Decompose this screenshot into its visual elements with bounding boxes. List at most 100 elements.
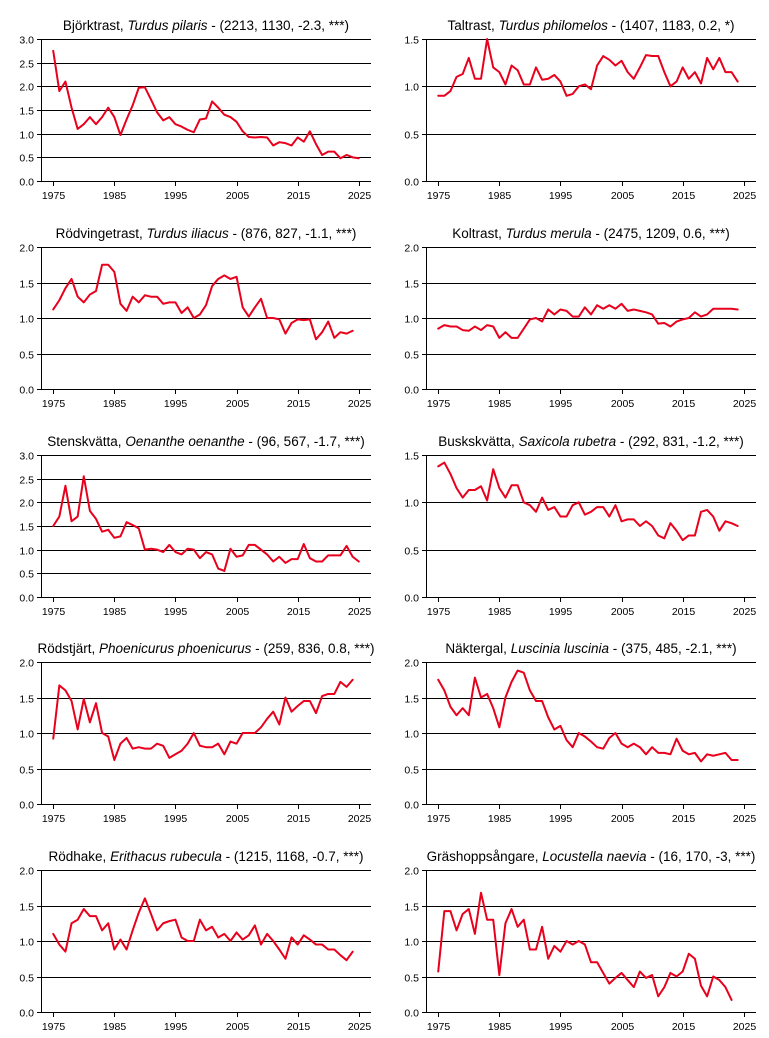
title-latin: Saxicola rubetra	[519, 434, 617, 449]
x-tick-label: 2015	[287, 606, 311, 618]
x-tick-label: 1975	[42, 606, 66, 618]
x-tick-label: 1985	[488, 813, 512, 825]
y-tick-label: 1.0	[404, 937, 419, 949]
y-tick-label: 0.5	[404, 765, 419, 777]
x-tick-label: 2015	[287, 1021, 311, 1033]
title-latin: Turdus merula	[506, 226, 593, 241]
x-tick-label: 1975	[427, 606, 451, 618]
x-tick-label: 2015	[672, 1021, 696, 1033]
x-tick-label: 2005	[226, 1021, 250, 1033]
y-tick-label: 2.5	[19, 475, 34, 487]
y-tick-label: 2.0	[404, 658, 419, 670]
x-tick-label: 1985	[103, 190, 127, 202]
series-line	[437, 302, 739, 339]
y-tick-label: 3.0	[19, 451, 34, 463]
title-stats: - (1407, 1183, 0.2, *)	[608, 18, 735, 33]
title-latin: Turdus iliacus	[146, 226, 229, 241]
series-line	[437, 461, 739, 542]
y-tick-label: 0.0	[404, 1008, 419, 1020]
chart-6: Buskskvätta, Saxicola rubetra - (292, 83…	[404, 434, 756, 618]
y-tick-label: 0.0	[19, 385, 34, 397]
title-stats: - (2213, 1130, -2.3, ***)	[207, 18, 349, 33]
x-tick-label: 2025	[348, 606, 372, 618]
chart-title: Stenskvätta, Oenanthe oenanthe - (96, 56…	[47, 434, 364, 449]
y-tick-label: 1.0	[404, 729, 419, 741]
y-tick-label: 1.0	[19, 729, 34, 741]
x-tick-label: 1985	[488, 398, 512, 410]
chart-3: Rödvingetrast, Turdus iliacus - (876, 82…	[19, 226, 371, 410]
title-stats: - (16, 170, -3, ***)	[647, 849, 756, 864]
y-tick-label: 2.5	[19, 59, 34, 71]
x-tick-label: 1985	[488, 1021, 512, 1033]
x-tick-label: 1975	[427, 813, 451, 825]
y-tick-label: 2.0	[19, 243, 34, 255]
x-tick-label: 2015	[287, 813, 311, 825]
chart-1: Björktrast, Turdus pilaris - (2213, 1130…	[19, 18, 371, 202]
y-tick-label: 0.0	[404, 385, 419, 397]
y-tick-label: 2.0	[404, 243, 419, 255]
title-stats: - (375, 485, -2.1, ***)	[609, 641, 737, 656]
y-tick-label: 0.5	[19, 973, 34, 985]
title-species: Gräshoppsångare,	[427, 849, 543, 864]
title-stats: - (876, 827, -1.1, ***)	[229, 226, 357, 241]
x-tick-label: 2025	[348, 398, 372, 410]
title-latin: Luscinia luscinia	[511, 641, 610, 656]
chart-title: Gräshoppsångare, Locustella naevia - (16…	[427, 849, 756, 864]
y-tick-label: 1.0	[404, 314, 419, 326]
x-tick-label: 2005	[226, 813, 250, 825]
chart-title: Koltrast, Turdus merula - (2475, 1209, 0…	[452, 226, 729, 241]
x-tick-label: 1975	[42, 190, 66, 202]
chart-title: Taltrast, Turdus philomelos - (1407, 118…	[448, 18, 735, 33]
series-line	[437, 891, 733, 1001]
y-tick-label: 0.5	[19, 153, 34, 165]
title-species: Näktergal,	[445, 641, 510, 656]
x-tick-label: 2015	[287, 190, 311, 202]
y-tick-label: 0.5	[19, 569, 34, 581]
y-tick-label: 0.0	[19, 800, 34, 812]
x-tick-label: 2015	[287, 398, 311, 410]
chart-10: Gräshoppsångare, Locustella naevia - (16…	[404, 849, 756, 1033]
x-tick-label: 2025	[348, 1021, 372, 1033]
chart-8: Näktergal, Luscinia luscinia - (375, 485…	[404, 641, 756, 825]
y-tick-label: 1.0	[19, 937, 34, 949]
x-tick-label: 2005	[611, 606, 635, 618]
x-tick-label: 1975	[427, 398, 451, 410]
x-tick-label: 1975	[427, 190, 451, 202]
title-species: Buskskvätta,	[438, 434, 518, 449]
y-tick-label: 0.5	[19, 350, 34, 362]
y-tick-label: 1.5	[19, 522, 34, 534]
x-tick-label: 2025	[348, 190, 372, 202]
title-stats: - (259, 836, 0.8, ***)	[251, 641, 374, 656]
title-latin: Locustella naevia	[542, 849, 647, 864]
chart-5: Stenskvätta, Oenanthe oenanthe - (96, 56…	[19, 434, 371, 618]
x-tick-label: 2005	[611, 398, 635, 410]
chart-7: Rödstjärt, Phoenicurus phoenicurus - (25…	[19, 641, 374, 825]
y-tick-label: 0.0	[404, 177, 419, 189]
x-tick-label: 2025	[348, 813, 372, 825]
y-tick-label: 1.0	[404, 498, 419, 510]
x-tick-label: 1975	[42, 398, 66, 410]
y-tick-label: 1.5	[19, 279, 34, 291]
x-tick-label: 2015	[672, 813, 696, 825]
y-tick-label: 1.0	[19, 130, 34, 142]
title-latin: Turdus pilaris	[127, 18, 207, 33]
x-tick-label: 2015	[672, 398, 696, 410]
title-species: Koltrast,	[452, 226, 505, 241]
title-species: Björktrast,	[63, 18, 128, 33]
x-tick-label: 2005	[226, 398, 250, 410]
y-tick-label: 1.5	[19, 106, 34, 118]
title-stats: - (292, 831, -1.2, ***)	[616, 434, 744, 449]
y-tick-label: 2.0	[404, 866, 419, 878]
x-tick-label: 2025	[733, 1021, 757, 1033]
y-tick-label: 0.5	[19, 765, 34, 777]
series-line	[52, 49, 360, 160]
title-species: Rödstjärt,	[38, 641, 100, 656]
title-species: Rödvingetrast,	[56, 226, 147, 241]
y-tick-label: 0.0	[404, 593, 419, 605]
y-tick-label: 0.0	[19, 177, 34, 189]
series-line	[437, 38, 739, 97]
x-tick-label: 2025	[733, 606, 757, 618]
x-tick-label: 1985	[488, 190, 512, 202]
